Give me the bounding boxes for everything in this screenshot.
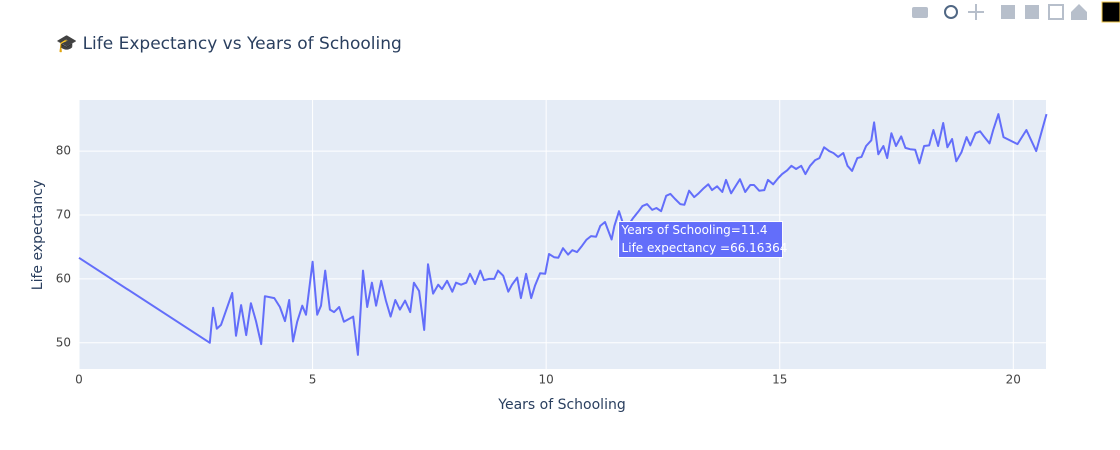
x-tick-label: 20 (1006, 373, 1021, 387)
x-tick-label: 15 (772, 373, 787, 387)
x-axis-title: Years of Schooling (497, 397, 625, 413)
camera-icon[interactable] (912, 7, 928, 18)
chart-title: 🎓 Life Expectancy vs Years of Schooling (56, 34, 402, 54)
zoom-in-icon[interactable] (1001, 5, 1015, 19)
hover-text: Years of Schooling=11.4 (621, 223, 768, 237)
y-tick-label: 70 (56, 208, 71, 222)
zoom-icon[interactable] (944, 5, 958, 19)
reset-icon[interactable] (1071, 4, 1087, 20)
plotly-logo[interactable] (1101, 1, 1120, 23)
x-tick-label: 0 (75, 373, 83, 387)
pan-icon[interactable] (968, 4, 984, 20)
autoscale-icon[interactable] (1048, 4, 1064, 20)
hover-label (618, 221, 784, 259)
y-tick-label: 80 (56, 144, 71, 158)
y-tick-label: 60 (56, 271, 71, 285)
x-tick-label: 5 (309, 373, 317, 387)
line (78, 113, 1048, 356)
y-tick-label: 50 (56, 335, 71, 349)
hover-text: Life expectancy =66.16364 (622, 241, 788, 255)
plot-area (79, 100, 1046, 369)
zoom-out-icon[interactable] (1025, 5, 1039, 19)
modebar (912, 1, 1120, 23)
y-axis-title: Life expectancy (30, 180, 46, 290)
x-tick-label: 10 (539, 373, 554, 387)
